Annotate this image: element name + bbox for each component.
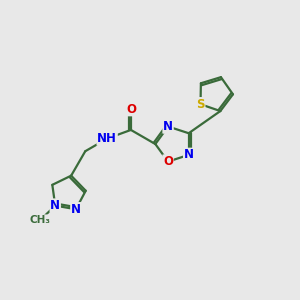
Text: O: O <box>163 155 173 168</box>
Text: CH₃: CH₃ <box>30 215 51 225</box>
Text: N: N <box>71 203 81 216</box>
Text: NH: NH <box>97 132 117 145</box>
Text: N: N <box>163 120 173 133</box>
Text: N: N <box>184 148 194 161</box>
Text: S: S <box>196 98 205 111</box>
Text: N: N <box>50 199 60 212</box>
Text: O: O <box>126 103 136 116</box>
